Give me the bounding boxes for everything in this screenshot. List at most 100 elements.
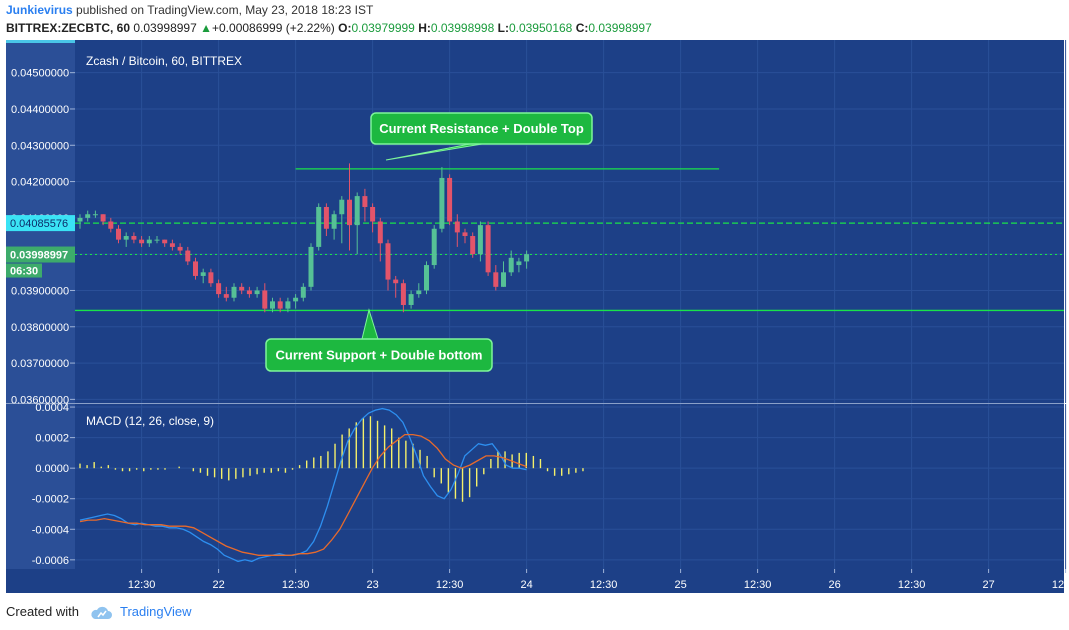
price-change: +0.00086999 (+2.22%)	[212, 21, 335, 35]
chart-canvas[interactable]: 0.04500000 0.04400000 0.04300000 0.04200000…	[0, 40, 1069, 598]
publish-line: Junkievirus published on TradingView.com…	[6, 3, 373, 17]
countdown-tag	[6, 263, 42, 278]
open-label: O:	[338, 21, 352, 35]
time-tick-label: 24	[520, 579, 532, 591]
high-label: H:	[418, 21, 431, 35]
candle-body	[131, 236, 137, 240]
candle-body	[370, 206, 376, 222]
price-tick-label: 0.03600000	[11, 394, 69, 406]
time-tick-label: 12:30	[898, 579, 926, 591]
candle-body	[108, 221, 114, 229]
macd-axis[interactable]	[6, 404, 75, 569]
candle-body	[385, 243, 391, 280]
candle-body	[524, 254, 530, 262]
candle-body	[323, 206, 329, 229]
candle-body	[169, 243, 175, 247]
signal-line	[79, 433, 527, 556]
macd-line	[79, 407, 527, 563]
symbol-name: BITTREX:ZECBTC, 60	[6, 21, 131, 35]
candle-body	[485, 225, 491, 273]
macd-pane[interactable]	[75, 404, 1064, 569]
macd-tick-label: -0.0004	[32, 524, 69, 536]
time-tick-labels: 12:30 22 12:30 23 12:30 24 12:30 25 12:30 26 12:30…	[128, 569, 1069, 591]
candle-body	[277, 301, 283, 309]
last-price-tag	[6, 246, 75, 263]
candle-body	[424, 265, 429, 291]
price-axis-accent	[6, 40, 75, 43]
candle-body	[331, 214, 337, 229]
time-tick-label: 12:30	[128, 579, 156, 591]
price-pane[interactable]	[75, 40, 1064, 403]
candle-body	[470, 236, 476, 255]
price-tick-label: 0.04500000	[11, 68, 69, 80]
macd-tick-label: 0.0004	[35, 402, 69, 414]
candle-body	[285, 301, 291, 309]
last-price-tag-text: 0.03998997	[10, 250, 68, 262]
time-tick-label: 12:30	[436, 579, 464, 591]
open-value: 0.03979999	[351, 21, 415, 35]
axis-tags: 0.04085576 0.03998997 06:30	[6, 215, 75, 278]
time-tick-label: 25	[674, 579, 686, 591]
candle-body	[92, 214, 98, 216]
candle-body	[431, 228, 437, 266]
level-price-tag	[6, 215, 75, 232]
candle-body	[162, 239, 168, 244]
candle-body	[85, 214, 91, 218]
candle-body	[193, 261, 198, 276]
low-value: 0.03950168	[508, 21, 573, 35]
footer: Created with TradingView	[6, 604, 192, 620]
candle-body	[354, 196, 360, 226]
macd-indicator	[79, 407, 584, 563]
tradingview-link[interactable]: TradingView	[120, 604, 192, 619]
callouts: Current Resistance + Double Top Current S…	[265, 112, 593, 372]
candle-body	[416, 290, 422, 295]
chart-title: Zcash / Bitcoin, 60, BITTREX	[86, 54, 242, 68]
candle-body	[123, 236, 129, 240]
cloud-icon	[90, 606, 112, 619]
candle-body	[154, 239, 160, 241]
resistance-callout-box	[370, 112, 593, 145]
candle-body	[139, 239, 145, 244]
time-tick-label: 12:30	[282, 579, 310, 591]
candle-body	[339, 199, 345, 215]
macd-tick-label: 0.0002	[35, 433, 69, 445]
candle-body	[200, 272, 206, 276]
candle-body	[231, 286, 237, 298]
candle-body	[270, 301, 275, 309]
price-tick-label: 0.03800000	[11, 322, 69, 334]
candle-body	[146, 239, 152, 244]
resistance-callout-text: Current Resistance + Double Top	[379, 121, 584, 136]
countdown-tag-text: 06:30	[10, 266, 38, 278]
candle-body	[223, 294, 229, 298]
time-tick-label: 22	[212, 579, 224, 591]
candle-body	[308, 246, 314, 287]
time-tick-label: 26	[828, 579, 840, 591]
symbol-info-line: BITTREX:ZECBTC, 60 0.03998997 ▲+0.000869…	[6, 21, 652, 35]
candle-body	[208, 272, 214, 284]
candle-body	[508, 257, 514, 273]
time-axis[interactable]	[6, 569, 1064, 593]
candle-body	[447, 177, 453, 222]
macd-legend: MACD (12, 26, close, 9)	[86, 414, 214, 428]
macd-tick-labels: 0.0004 0.0002 0.0000 -0.0002 -0.0004 -0.0006	[32, 402, 75, 567]
support-callout-text: Current Support + Double bottom	[276, 348, 483, 363]
candle-body	[262, 290, 268, 309]
candle-body	[177, 246, 183, 251]
close-label: C:	[575, 21, 589, 35]
candle-body	[501, 272, 506, 287]
level-lines	[75, 168, 1064, 312]
macd-tick-label: -0.0002	[32, 494, 69, 506]
time-tick-label: 27	[982, 579, 994, 591]
author-link[interactable]: Junkievirus	[6, 3, 73, 17]
close-value: 0.03998997	[588, 21, 652, 35]
low-label: L:	[497, 21, 509, 35]
candle-body	[347, 199, 352, 226]
candle-body	[493, 272, 499, 287]
last-price: 0.03998997	[133, 21, 197, 35]
price-tick-label: 0.04400000	[11, 104, 69, 116]
time-tick-label: 12:30	[590, 579, 618, 591]
candle-body	[400, 283, 406, 305]
macd-tick-label: 0.0000	[35, 463, 69, 475]
level-price-tag-text: 0.04085576	[10, 218, 68, 230]
created-with-text: Created with	[6, 604, 79, 619]
